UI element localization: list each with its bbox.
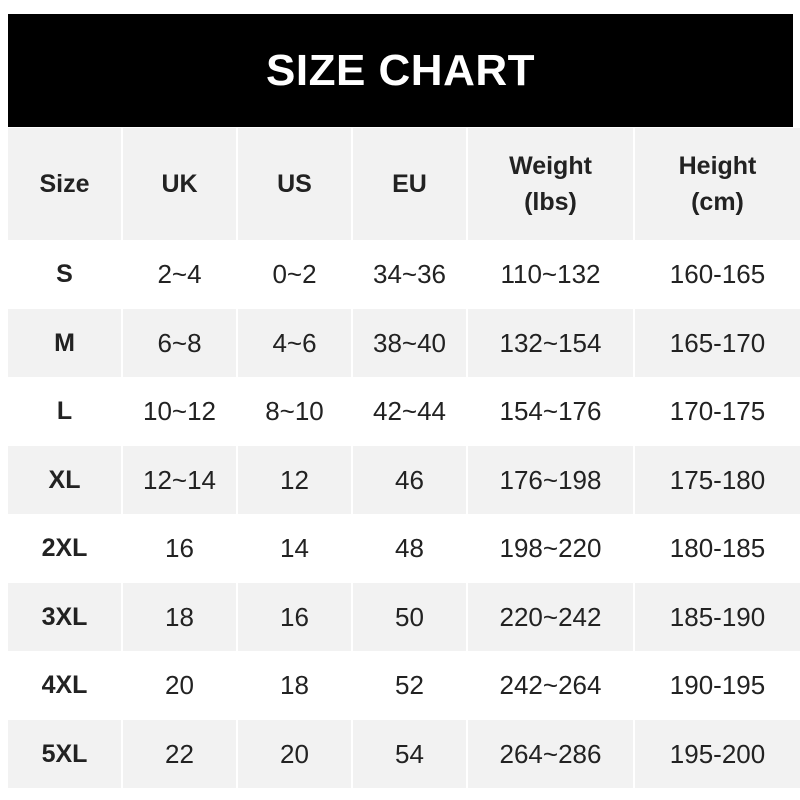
cell-size: 3XL bbox=[8, 582, 121, 651]
cell-eu: 42~44 bbox=[353, 377, 466, 445]
table-row: 2XL 16 14 48 198~220 180-185 bbox=[8, 514, 800, 582]
table-row: 5XL 22 20 54 264~286 195-200 bbox=[8, 719, 800, 788]
cell-size: S bbox=[8, 240, 121, 308]
size-chart-title: SIZE CHART bbox=[8, 14, 793, 127]
header-unit: (lbs) bbox=[524, 188, 577, 216]
cell-us: 0~2 bbox=[238, 240, 351, 308]
cell-size: 2XL bbox=[8, 514, 121, 582]
cell-height: 160-165 bbox=[635, 240, 800, 308]
header-label: UK bbox=[161, 170, 198, 198]
cell-us: 16 bbox=[238, 582, 351, 651]
header-label: Height bbox=[678, 152, 757, 180]
cell-us: 20 bbox=[238, 719, 351, 788]
cell-us: 18 bbox=[238, 651, 351, 719]
column-header-weight: Weight (lbs) bbox=[468, 128, 633, 240]
header-label: Weight bbox=[509, 152, 592, 180]
cell-eu: 54 bbox=[353, 719, 466, 788]
cell-height: 170-175 bbox=[635, 377, 800, 445]
header-row: Size UK US EU Weight (lbs) Height (cm) bbox=[8, 128, 800, 240]
table-row: XL 12~14 12 46 176~198 175-180 bbox=[8, 445, 800, 514]
size-chart-table: Size UK US EU Weight (lbs) Height (cm) S 2~4 0~2 3… bbox=[6, 128, 800, 788]
cell-eu: 38~40 bbox=[353, 308, 466, 377]
header-label: EU bbox=[392, 170, 427, 198]
cell-us: 12 bbox=[238, 445, 351, 514]
cell-size: 5XL bbox=[8, 719, 121, 788]
cell-uk: 20 bbox=[123, 651, 236, 719]
cell-height: 175-180 bbox=[635, 445, 800, 514]
table-row: 4XL 20 18 52 242~264 190-195 bbox=[8, 651, 800, 719]
cell-uk: 18 bbox=[123, 582, 236, 651]
cell-eu: 34~36 bbox=[353, 240, 466, 308]
column-header-size: Size bbox=[8, 128, 121, 240]
cell-uk: 2~4 bbox=[123, 240, 236, 308]
cell-eu: 50 bbox=[353, 582, 466, 651]
cell-eu: 48 bbox=[353, 514, 466, 582]
cell-height: 180-185 bbox=[635, 514, 800, 582]
cell-weight: 110~132 bbox=[468, 240, 633, 308]
cell-us: 4~6 bbox=[238, 308, 351, 377]
cell-eu: 52 bbox=[353, 651, 466, 719]
cell-size: L bbox=[8, 377, 121, 445]
cell-uk: 22 bbox=[123, 719, 236, 788]
cell-weight: 220~242 bbox=[468, 582, 633, 651]
cell-size: M bbox=[8, 308, 121, 377]
cell-height: 165-170 bbox=[635, 308, 800, 377]
cell-height: 190-195 bbox=[635, 651, 800, 719]
header-unit: (cm) bbox=[691, 188, 744, 216]
cell-size: XL bbox=[8, 445, 121, 514]
table-row: M 6~8 4~6 38~40 132~154 165-170 bbox=[8, 308, 800, 377]
table-row: L 10~12 8~10 42~44 154~176 170-175 bbox=[8, 377, 800, 445]
cell-weight: 264~286 bbox=[468, 719, 633, 788]
cell-uk: 12~14 bbox=[123, 445, 236, 514]
cell-us: 14 bbox=[238, 514, 351, 582]
table-row: S 2~4 0~2 34~36 110~132 160-165 bbox=[8, 240, 800, 308]
cell-weight: 198~220 bbox=[468, 514, 633, 582]
header-label: Size bbox=[39, 170, 90, 198]
table-row: 3XL 18 16 50 220~242 185-190 bbox=[8, 582, 800, 651]
cell-uk: 6~8 bbox=[123, 308, 236, 377]
cell-height: 195-200 bbox=[635, 719, 800, 788]
column-header-us: US bbox=[238, 128, 351, 240]
column-header-eu: EU bbox=[353, 128, 466, 240]
cell-us: 8~10 bbox=[238, 377, 351, 445]
cell-weight: 154~176 bbox=[468, 377, 633, 445]
cell-eu: 46 bbox=[353, 445, 466, 514]
cell-size: 4XL bbox=[8, 651, 121, 719]
cell-uk: 16 bbox=[123, 514, 236, 582]
column-header-height: Height (cm) bbox=[635, 128, 800, 240]
cell-weight: 242~264 bbox=[468, 651, 633, 719]
cell-weight: 132~154 bbox=[468, 308, 633, 377]
cell-weight: 176~198 bbox=[468, 445, 633, 514]
cell-height: 185-190 bbox=[635, 582, 800, 651]
cell-uk: 10~12 bbox=[123, 377, 236, 445]
column-header-uk: UK bbox=[123, 128, 236, 240]
header-label: US bbox=[277, 170, 312, 198]
